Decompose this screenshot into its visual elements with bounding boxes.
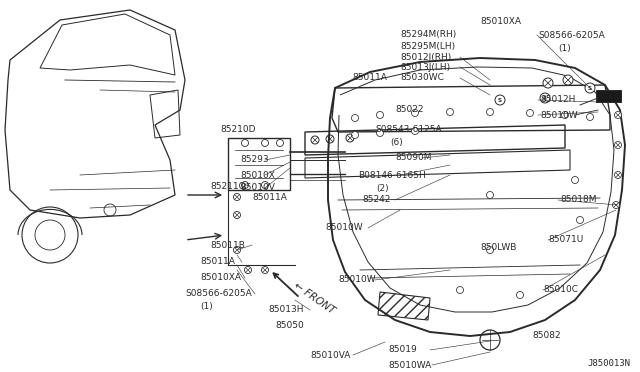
Text: 85010V: 85010V	[240, 183, 275, 192]
Text: 85013J(LH): 85013J(LH)	[400, 62, 450, 71]
Text: 85010XA: 85010XA	[200, 273, 241, 282]
Circle shape	[486, 192, 493, 199]
Text: 85018M: 85018M	[560, 196, 596, 205]
Circle shape	[376, 129, 383, 137]
Circle shape	[351, 115, 358, 122]
Circle shape	[447, 109, 454, 115]
Text: S: S	[543, 96, 547, 101]
Text: (2): (2)	[376, 183, 388, 192]
Text: 85082: 85082	[532, 330, 561, 340]
Circle shape	[577, 217, 584, 224]
Circle shape	[614, 141, 621, 148]
Text: 85013H: 85013H	[268, 305, 303, 314]
Text: 85010W: 85010W	[338, 276, 376, 285]
Text: 85210D: 85210D	[220, 125, 255, 135]
Text: 85010W: 85010W	[325, 224, 363, 232]
Text: 85010XA: 85010XA	[480, 17, 521, 26]
Text: S: S	[498, 98, 502, 103]
Text: 85010C: 85010C	[543, 285, 578, 295]
Text: S08566-6205A: S08566-6205A	[538, 31, 605, 39]
Circle shape	[486, 247, 493, 253]
Text: S08566-6205A: S08566-6205A	[185, 289, 252, 298]
Text: 85071U: 85071U	[548, 235, 583, 244]
Circle shape	[585, 83, 595, 93]
Circle shape	[543, 78, 553, 88]
Circle shape	[376, 112, 383, 119]
Circle shape	[572, 176, 579, 183]
Text: 85295M(LH): 85295M(LH)	[400, 42, 455, 51]
Circle shape	[326, 135, 334, 143]
Text: 85022: 85022	[395, 106, 424, 115]
Text: 85030WC: 85030WC	[400, 74, 444, 83]
Text: ← FRONT: ← FRONT	[292, 280, 337, 316]
Text: 85090M: 85090M	[395, 154, 431, 163]
Text: 85294M(RH): 85294M(RH)	[400, 31, 456, 39]
Text: 85011B: 85011B	[210, 241, 245, 250]
Text: S: S	[588, 86, 592, 91]
Circle shape	[614, 171, 621, 179]
Text: (1): (1)	[558, 44, 571, 52]
Text: 850LWB: 850LWB	[480, 244, 516, 253]
Text: (6): (6)	[390, 138, 403, 148]
Circle shape	[244, 266, 252, 273]
Circle shape	[563, 75, 573, 85]
Text: 85019: 85019	[388, 346, 417, 355]
Bar	[596, 90, 621, 102]
Circle shape	[516, 292, 524, 298]
Text: J850013N: J850013N	[587, 359, 630, 368]
Circle shape	[412, 109, 419, 116]
Text: 85012H: 85012H	[540, 96, 575, 105]
Text: 85293: 85293	[240, 155, 269, 164]
Circle shape	[412, 128, 419, 135]
Circle shape	[540, 93, 550, 103]
Text: 85211Q: 85211Q	[210, 182, 246, 190]
Text: 85010WA: 85010WA	[388, 360, 431, 369]
Text: 85242: 85242	[362, 196, 390, 205]
Circle shape	[346, 134, 354, 142]
Text: 85010X: 85010X	[240, 170, 275, 180]
Circle shape	[262, 266, 269, 273]
Circle shape	[311, 136, 319, 144]
Text: 85010VA: 85010VA	[310, 350, 350, 359]
Text: (1): (1)	[200, 302, 212, 311]
Text: 85012J(RH): 85012J(RH)	[400, 52, 451, 61]
Circle shape	[234, 193, 241, 201]
Text: 85011A: 85011A	[200, 257, 235, 266]
Text: 85010W: 85010W	[540, 110, 578, 119]
Text: 85011A: 85011A	[252, 193, 287, 202]
Circle shape	[486, 109, 493, 115]
Circle shape	[612, 202, 620, 208]
Circle shape	[234, 247, 241, 253]
Circle shape	[527, 109, 534, 116]
Circle shape	[614, 112, 621, 119]
Circle shape	[351, 131, 358, 138]
Text: 85050: 85050	[275, 321, 304, 330]
Circle shape	[495, 95, 505, 105]
Text: B08146-6165H: B08146-6165H	[358, 170, 426, 180]
Text: S08543-6125A: S08543-6125A	[375, 125, 442, 135]
Circle shape	[586, 113, 593, 121]
Circle shape	[561, 112, 568, 119]
Circle shape	[234, 212, 241, 218]
Circle shape	[456, 286, 463, 294]
Text: 85011A: 85011A	[352, 74, 387, 83]
